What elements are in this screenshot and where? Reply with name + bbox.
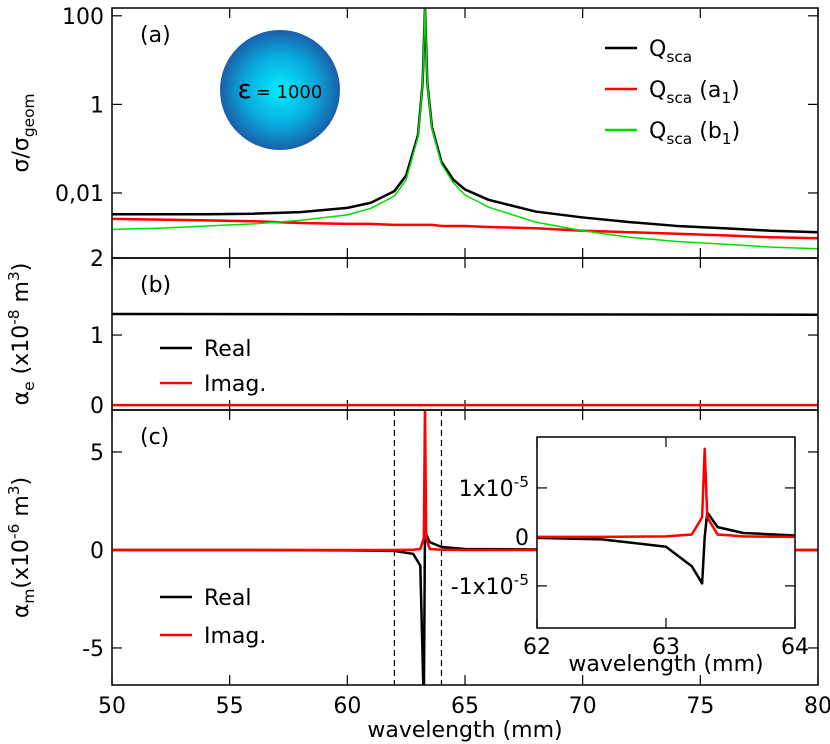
text-part: σ/σ — [9, 137, 34, 172]
series-line — [112, 8, 818, 250]
text-part: -5 — [514, 571, 529, 589]
text-part: sca — [666, 130, 692, 148]
panel-label: (c) — [140, 425, 169, 450]
text-part: -6 — [5, 524, 23, 539]
text-part: e — [20, 381, 38, 390]
series-line — [537, 511, 795, 585]
x-tick-label: 75 — [686, 694, 714, 719]
y-axis-label: σ/σgeom — [9, 94, 38, 173]
text-part: m — [9, 281, 34, 309]
text-part: 1 — [721, 89, 731, 107]
text-part: geom — [20, 94, 38, 138]
y-tick-label: 0 — [515, 526, 529, 551]
text-part: ) — [9, 477, 34, 486]
x-tick-label: 70 — [569, 694, 597, 719]
text-part: -8 — [5, 309, 23, 324]
legend-label: Real — [204, 337, 251, 362]
text-part: (x10 — [9, 539, 34, 589]
text-part: 3 — [5, 271, 23, 281]
y-tick-label: 0,01 — [55, 182, 104, 207]
series-line — [112, 312, 818, 316]
y-tick-label: -5 — [82, 637, 104, 662]
text-part: Real — [204, 586, 251, 611]
text-part: Real — [204, 337, 251, 362]
legend-label: Qsca — [649, 37, 692, 66]
text-part: sca — [666, 89, 692, 107]
text-part: Q — [649, 37, 666, 62]
text-part: (x10 — [9, 325, 34, 382]
x-axis-label: wavelength (mm) — [568, 652, 763, 677]
legend-label: Qsca (b1) — [649, 119, 740, 148]
legend-label: Imag. — [204, 372, 266, 397]
series-line — [537, 447, 795, 539]
text-part: ) — [9, 263, 34, 272]
y-axis-label: αe (x10-8 m3) — [5, 263, 38, 406]
y-tick-label: 2 — [90, 247, 104, 272]
y-tick-label: 0 — [90, 539, 104, 564]
text-part: Q — [649, 119, 666, 144]
text-part: α — [9, 604, 34, 619]
text-part: Q — [649, 78, 666, 103]
text-part: 1 — [722, 130, 732, 148]
text-part: sca — [666, 48, 692, 66]
x-axis-label: wavelength (mm) — [367, 718, 562, 743]
y-tick-label: 1x10-5 — [459, 473, 529, 502]
plot-frame — [536, 436, 796, 629]
text-part: Imag. — [204, 624, 266, 649]
x-tick-label: 64 — [781, 635, 809, 660]
epsilon-value: = 1000 — [256, 82, 323, 103]
text-part: ) — [731, 78, 740, 103]
sphere-icon — [220, 30, 340, 150]
y-tick-label: 0 — [90, 394, 104, 419]
epsilon: ε — [238, 75, 252, 105]
panel-label: (b) — [140, 273, 171, 298]
x-tick-label: 50 — [98, 694, 126, 719]
legend-label: Qsca (a1) — [649, 78, 740, 107]
y-tick-label: 1 — [90, 324, 104, 349]
plot-frame — [111, 409, 819, 686]
text-part: (b — [692, 119, 722, 144]
legend-label: Real — [204, 586, 251, 611]
y-axis-label: αm(x10-6 m3) — [5, 477, 38, 618]
x-tick-label: 55 — [216, 694, 244, 719]
legend-label: Imag. — [204, 624, 266, 649]
y-tick-label: -1x10-5 — [451, 571, 529, 600]
y-tick-label: 5 — [90, 441, 104, 466]
text-part: ) — [732, 119, 741, 144]
text-part: (a — [692, 78, 721, 103]
text-part: α — [9, 391, 34, 406]
panel-label: (a) — [140, 23, 171, 48]
sphere-annotation: ε = 1000 — [238, 75, 323, 105]
series-line — [112, 217, 818, 240]
x-tick-label: 65 — [451, 694, 479, 719]
y-tick-label: 100 — [62, 5, 104, 30]
text-part: 1x10 — [459, 477, 514, 502]
text-part: 3 — [5, 485, 23, 495]
text-part: -5 — [514, 473, 529, 491]
text-part: m — [9, 495, 34, 523]
x-tick-label: 62 — [523, 635, 551, 660]
x-tick-label: 80 — [804, 694, 830, 719]
text-part: -1x10 — [451, 575, 514, 600]
text-part: Imag. — [204, 372, 266, 397]
text-part: m — [20, 589, 38, 604]
y-tick-label: 1 — [90, 93, 104, 118]
x-tick-label: 63 — [652, 635, 680, 660]
x-tick-label: 60 — [333, 694, 361, 719]
